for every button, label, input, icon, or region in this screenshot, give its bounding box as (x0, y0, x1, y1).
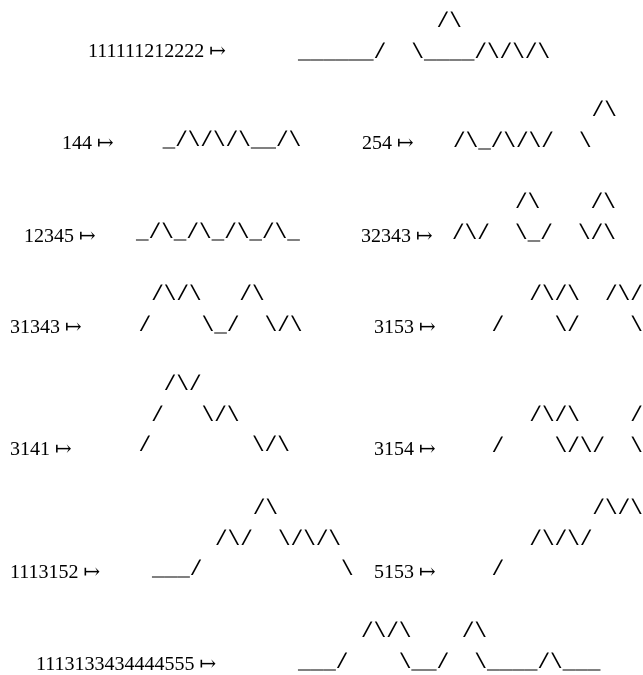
code-label: 12345 ↦ (24, 225, 96, 247)
code-label: 3153 ↦ (374, 316, 436, 338)
mountain-path: /\/\ /\/\/ \ / \ (491, 498, 643, 582)
mountain-path: _/\_/\_/\_/\_ (136, 222, 300, 245)
code-label: 1113152 ↦ (10, 561, 101, 583)
code-label: 32343 ↦ (361, 225, 433, 247)
mountain-path: /\/\ /\/\ / \/ \ (491, 284, 643, 338)
code-label: 254 ↦ (362, 132, 414, 154)
mountain-path: /\/\ /\ / \_/ \/\ (138, 284, 303, 338)
mountain-path: /\/\ /\ ___/ \__/ \____/\___ (298, 621, 601, 675)
code-label: 1113133434444555 ↦ (36, 653, 217, 675)
mountain-path: /\ /\_/\/\/ \ (453, 100, 617, 154)
code-label: 3154 ↦ (374, 438, 436, 460)
code-label: 144 ↦ (62, 132, 114, 154)
mountain-path: /\/ / \/\ / \/\ (138, 374, 290, 458)
mountain-path: _/\/\/\__/\ (150, 130, 302, 153)
mountain-path: /\ /\ /\/ \_/ \/\ (452, 192, 616, 246)
code-label: 5153 ↦ (374, 561, 436, 583)
code-label: 31343 ↦ (10, 316, 82, 338)
mountain-path: /\/\ /\ / \/\/ \ (491, 405, 643, 459)
code-label: 3141 ↦ (10, 438, 72, 460)
code-label: 111111212222 ↦ (88, 40, 227, 62)
mountain-path: /\ ______/ \____/\/\/\ (298, 11, 551, 65)
mountain-path: /\ /\/ \/\/\ ___/ \ (152, 498, 354, 582)
